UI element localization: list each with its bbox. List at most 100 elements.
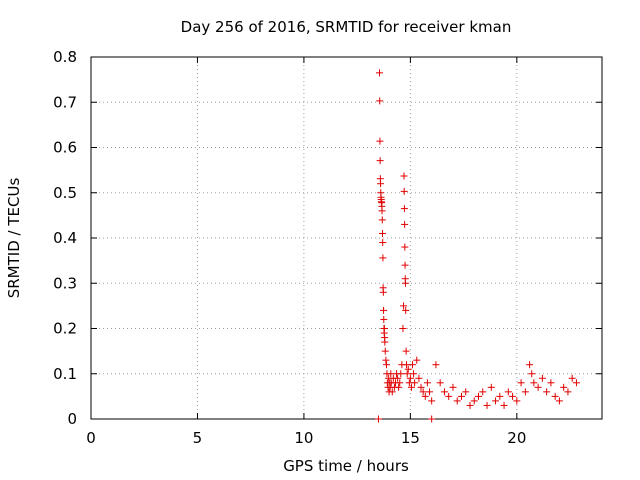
data-point	[411, 379, 419, 387]
data-point	[475, 392, 483, 400]
data-point	[551, 392, 559, 400]
data-point	[402, 306, 410, 314]
data-point	[406, 374, 414, 382]
data-point	[432, 361, 440, 369]
data-point	[428, 397, 436, 405]
data-point	[445, 392, 453, 400]
data-point	[409, 361, 417, 369]
data-point	[403, 361, 411, 369]
grid-lines	[91, 57, 602, 419]
data-point	[440, 388, 448, 396]
y-tick-label: 0.2	[53, 320, 77, 338]
data-point	[428, 415, 436, 423]
data-point	[415, 374, 423, 382]
data-point	[496, 392, 504, 400]
data-point	[401, 243, 409, 251]
data-point	[426, 388, 434, 396]
data-point	[400, 205, 408, 213]
y-tick-label: 0.1	[53, 365, 77, 383]
data-point	[547, 379, 555, 387]
data-point	[377, 180, 385, 188]
x-tick-label: 0	[86, 429, 96, 447]
data-point	[383, 361, 391, 369]
data-point	[380, 325, 388, 332]
data-point	[449, 383, 457, 391]
data-point	[403, 370, 411, 378]
data-point	[560, 383, 568, 391]
data-point	[382, 356, 390, 364]
data-point	[492, 397, 500, 405]
data-point	[401, 261, 409, 269]
data-point	[500, 401, 508, 409]
data-point	[538, 374, 546, 382]
data-point	[379, 254, 387, 262]
data-points	[374, 69, 580, 423]
axes	[90, 56, 603, 420]
data-point	[400, 302, 408, 310]
data-point	[395, 383, 403, 391]
data-point	[404, 365, 412, 373]
data-point	[555, 397, 563, 405]
data-point	[419, 388, 427, 396]
data-point	[407, 383, 415, 391]
data-point	[423, 379, 431, 387]
data-point	[397, 370, 405, 378]
data-point	[394, 374, 402, 382]
data-point	[528, 370, 536, 378]
data-point	[462, 388, 470, 396]
data-point	[396, 379, 404, 387]
data-point	[526, 361, 534, 369]
data-point	[543, 388, 551, 396]
data-point	[487, 383, 495, 391]
data-point	[436, 379, 444, 387]
data-point	[402, 347, 410, 355]
y-tick-label: 0.3	[53, 274, 77, 292]
data-point	[378, 207, 386, 215]
data-point	[534, 383, 542, 391]
data-point	[453, 397, 461, 405]
data-point	[376, 157, 384, 165]
y-tick-label: 0.5	[53, 184, 77, 202]
y-tick-label: 0.7	[53, 93, 77, 111]
x-tick-label: 15	[401, 429, 420, 447]
chart-title: Day 256 of 2016, SRMTID for receiver kma…	[181, 18, 512, 36]
data-point	[388, 388, 396, 396]
y-tick-label: 0.4	[53, 229, 77, 247]
data-point	[380, 315, 388, 323]
data-point	[568, 374, 576, 382]
data-point	[379, 239, 387, 247]
data-point	[483, 401, 491, 409]
tick-labels: 0 5 10 15 20 0 0.1 0.2 0.3 0.4 0.5 0.6 0.7 0.8	[53, 48, 526, 447]
y-tick-label: 0.8	[53, 48, 77, 66]
data-point	[376, 97, 384, 105]
x-axis-label: GPS time / hours	[283, 457, 409, 475]
data-point	[400, 187, 408, 195]
data-point	[513, 397, 521, 405]
x-tick-label: 5	[193, 429, 203, 447]
y-tick-label: 0	[67, 410, 77, 428]
data-point	[517, 379, 525, 387]
y-tick-label: 0.6	[53, 139, 77, 157]
data-point	[413, 356, 421, 364]
data-point	[564, 388, 572, 396]
data-point	[530, 379, 538, 387]
data-point	[400, 172, 408, 180]
data-point	[378, 229, 386, 237]
data-point	[466, 401, 474, 409]
data-point	[479, 388, 487, 396]
data-point	[399, 325, 407, 332]
data-point	[410, 370, 418, 378]
data-point	[381, 347, 389, 355]
data-point	[376, 69, 384, 77]
data-point	[379, 288, 387, 296]
data-point	[470, 397, 478, 405]
data-point	[380, 306, 388, 314]
data-point	[572, 379, 580, 387]
data-point	[521, 388, 529, 396]
data-point	[378, 216, 386, 224]
data-point	[376, 137, 384, 145]
data-point	[417, 383, 425, 391]
x-tick-label: 20	[507, 429, 526, 447]
